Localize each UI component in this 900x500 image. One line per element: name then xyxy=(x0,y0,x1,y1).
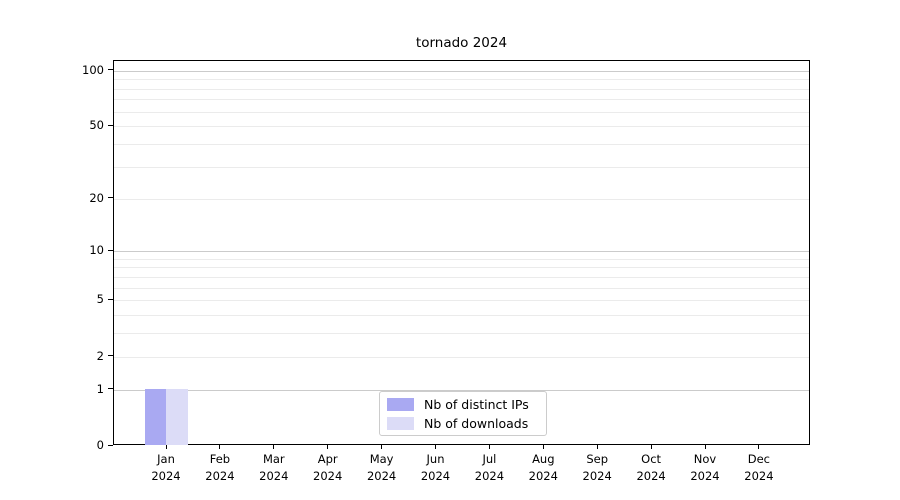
gridline-major xyxy=(114,251,809,253)
y-tick-mark xyxy=(108,388,113,390)
x-tick-mark xyxy=(273,445,275,449)
bar-distinct-ips xyxy=(144,388,166,445)
y-tick-label: 100 xyxy=(82,62,104,77)
x-tick-mark xyxy=(704,445,706,449)
gridline-minor xyxy=(114,166,809,168)
gridline-minor xyxy=(114,267,809,269)
x-tick-mark xyxy=(165,445,167,449)
legend-label-distinct-ips: Nb of distinct IPs xyxy=(424,396,529,412)
y-tick-mark xyxy=(108,355,113,357)
gridline-minor xyxy=(114,111,809,113)
y-tick-mark xyxy=(108,197,113,198)
y-tick-mark xyxy=(108,444,113,446)
gridline-minor xyxy=(114,315,809,317)
y-tick-label: 50 xyxy=(89,118,104,133)
x-tick-label: May 2024 xyxy=(366,452,397,483)
gridline-minor xyxy=(114,88,809,90)
gridline-minor xyxy=(114,287,809,289)
x-tick-mark xyxy=(381,445,383,449)
y-tick-label: 10 xyxy=(89,243,104,258)
x-tick-mark xyxy=(596,445,598,449)
gridline-minor xyxy=(114,356,809,358)
gridline-major xyxy=(114,389,809,391)
x-tick-label: Feb 2024 xyxy=(205,452,235,483)
x-tick-label: Jun 2024 xyxy=(420,452,451,483)
y-tick-label: 1 xyxy=(96,381,104,396)
x-tick-mark xyxy=(327,445,329,449)
y-tick-label: 0 xyxy=(96,438,104,452)
gridline-minor xyxy=(114,300,809,302)
gridline-minor xyxy=(114,198,809,200)
chart-title: tornado 2024 xyxy=(415,35,508,51)
gridline-minor xyxy=(114,276,809,278)
legend-swatch-downloads xyxy=(387,416,414,430)
y-tick-mark xyxy=(108,124,113,126)
y-tick-label: 20 xyxy=(89,190,104,205)
legend-entry-downloads: Nb of downloads xyxy=(387,416,538,431)
y-tick-mark xyxy=(108,69,113,71)
x-tick-label: Apr 2024 xyxy=(313,452,343,483)
x-tick-mark xyxy=(435,445,436,449)
legend-swatch-distinct-ips xyxy=(387,397,414,411)
gridline-minor xyxy=(114,333,809,335)
x-tick-mark xyxy=(219,445,221,449)
x-tick-label: Aug 2024 xyxy=(528,452,558,483)
bar-downloads xyxy=(166,388,188,445)
gridline-minor xyxy=(114,144,809,146)
x-tick-label: Nov 2024 xyxy=(690,452,720,483)
x-tick-label: Jan 2024 xyxy=(151,452,181,483)
x-tick-label: Sep 2024 xyxy=(582,452,612,483)
y-tick-mark xyxy=(108,298,113,300)
gridline-minor xyxy=(114,99,809,101)
x-tick-label: Oct 2024 xyxy=(636,452,666,483)
y-tick-label: 2 xyxy=(96,348,104,363)
x-tick-label: Jul 2024 xyxy=(474,452,505,483)
x-tick-mark xyxy=(650,445,652,449)
y-tick-mark xyxy=(108,249,113,251)
x-tick-mark xyxy=(488,445,490,449)
legend: Nb of distinct IPs Nb of downloads xyxy=(379,391,547,436)
gridline-minor xyxy=(114,79,809,81)
x-tick-mark xyxy=(758,445,760,449)
gridline-minor xyxy=(114,258,809,260)
legend-label-downloads: Nb of downloads xyxy=(424,415,529,431)
gridline-minor xyxy=(114,126,809,128)
x-tick-mark xyxy=(542,445,544,449)
plot-area xyxy=(113,60,810,445)
x-tick-label: Mar 2024 xyxy=(259,452,289,483)
legend-entry-distinct-ips: Nb of distinct IPs xyxy=(387,397,538,412)
y-tick-label: 5 xyxy=(96,292,104,307)
gridline-major xyxy=(114,70,809,72)
x-tick-label: Dec 2024 xyxy=(744,452,774,483)
